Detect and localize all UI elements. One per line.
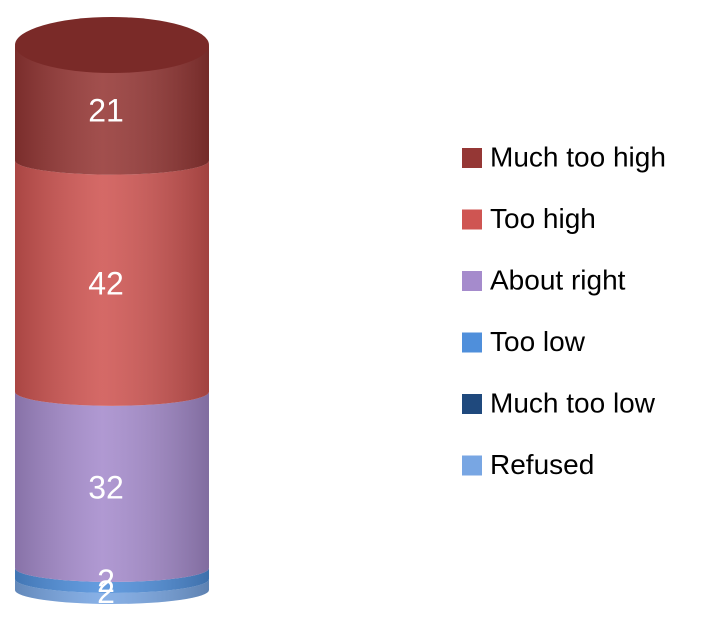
legend-swatch	[462, 209, 482, 230]
legend-swatch	[462, 394, 482, 414]
segment-shade	[15, 160, 209, 406]
segment-shade	[15, 567, 209, 593]
legend-text: Too low	[490, 326, 586, 357]
legend-text: Too high	[490, 203, 596, 234]
legend-text: About right	[490, 264, 626, 295]
segment-shade	[15, 391, 209, 582]
segment-label: 2	[97, 563, 115, 599]
legend-text: Much too low	[490, 387, 656, 418]
legend-text: Much too high	[490, 141, 666, 172]
segment-label: 2	[97, 574, 115, 610]
cylinder-top	[15, 17, 209, 73]
legend-swatch	[462, 332, 482, 353]
segment-shade	[15, 45, 209, 175]
segment-label: 42	[88, 266, 124, 302]
segment-shade	[15, 578, 209, 604]
segment-label: 32	[88, 469, 124, 505]
legend-swatch	[462, 148, 482, 168]
legend-text: Refused	[490, 449, 594, 480]
legend-swatch	[462, 271, 482, 291]
legend-swatch	[462, 455, 482, 476]
segment-label: 21	[88, 92, 124, 128]
